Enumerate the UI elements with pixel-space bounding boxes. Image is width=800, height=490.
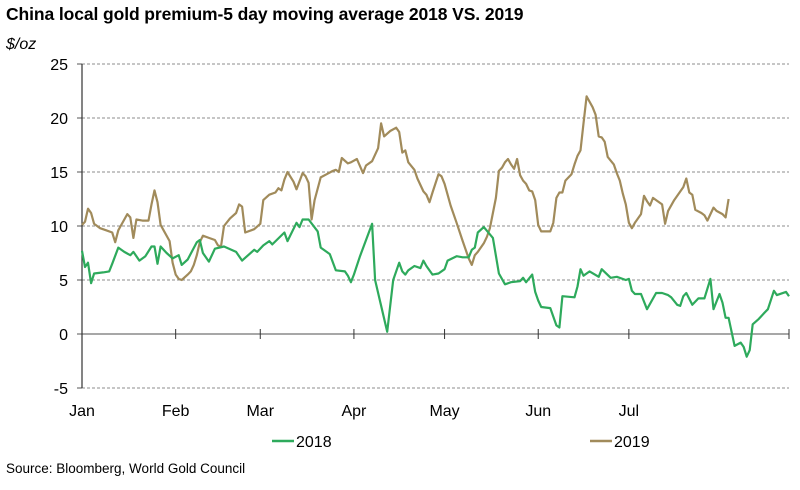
axes xyxy=(77,63,790,389)
chart-title: China local gold premium-5 day moving av… xyxy=(6,4,524,24)
x-tick-labels: Jan Feb Mar Apr May Jun Jul xyxy=(69,403,639,420)
x-tick-label-jun: Jun xyxy=(525,403,551,420)
y-tick-label: 0 xyxy=(59,327,68,344)
gridlines xyxy=(82,63,789,389)
x-tick-label-jan: Jan xyxy=(69,403,95,420)
y-tick-label: 25 xyxy=(50,57,68,74)
x-tick-label-apr: Apr xyxy=(341,403,367,420)
x-tick-label-jul: Jul xyxy=(619,403,639,420)
y-tick-label: 5 xyxy=(59,273,68,290)
series-line-2018 xyxy=(80,218,790,358)
y-tick-labels: -5 0 5 10 15 20 25 xyxy=(50,57,68,398)
x-tick-label-mar: Mar xyxy=(246,403,274,420)
legend: 2018 2019 xyxy=(272,434,650,451)
y-tick-label: -5 xyxy=(54,381,68,398)
series-lines xyxy=(80,95,790,358)
source-note: Source: Bloomberg, World Gold Council xyxy=(6,461,246,476)
y-axis-unit-label: $/oz xyxy=(6,36,37,53)
x-tick-label-may: May xyxy=(429,403,459,420)
legend-label-2019: 2019 xyxy=(614,434,650,451)
y-tick-label: 20 xyxy=(50,111,68,128)
x-tick-label-feb: Feb xyxy=(162,403,190,420)
y-tick-label: 15 xyxy=(50,165,68,182)
y-tick-label: 10 xyxy=(50,219,68,236)
legend-label-2018: 2018 xyxy=(296,434,332,451)
series-line-2019 xyxy=(81,95,730,282)
